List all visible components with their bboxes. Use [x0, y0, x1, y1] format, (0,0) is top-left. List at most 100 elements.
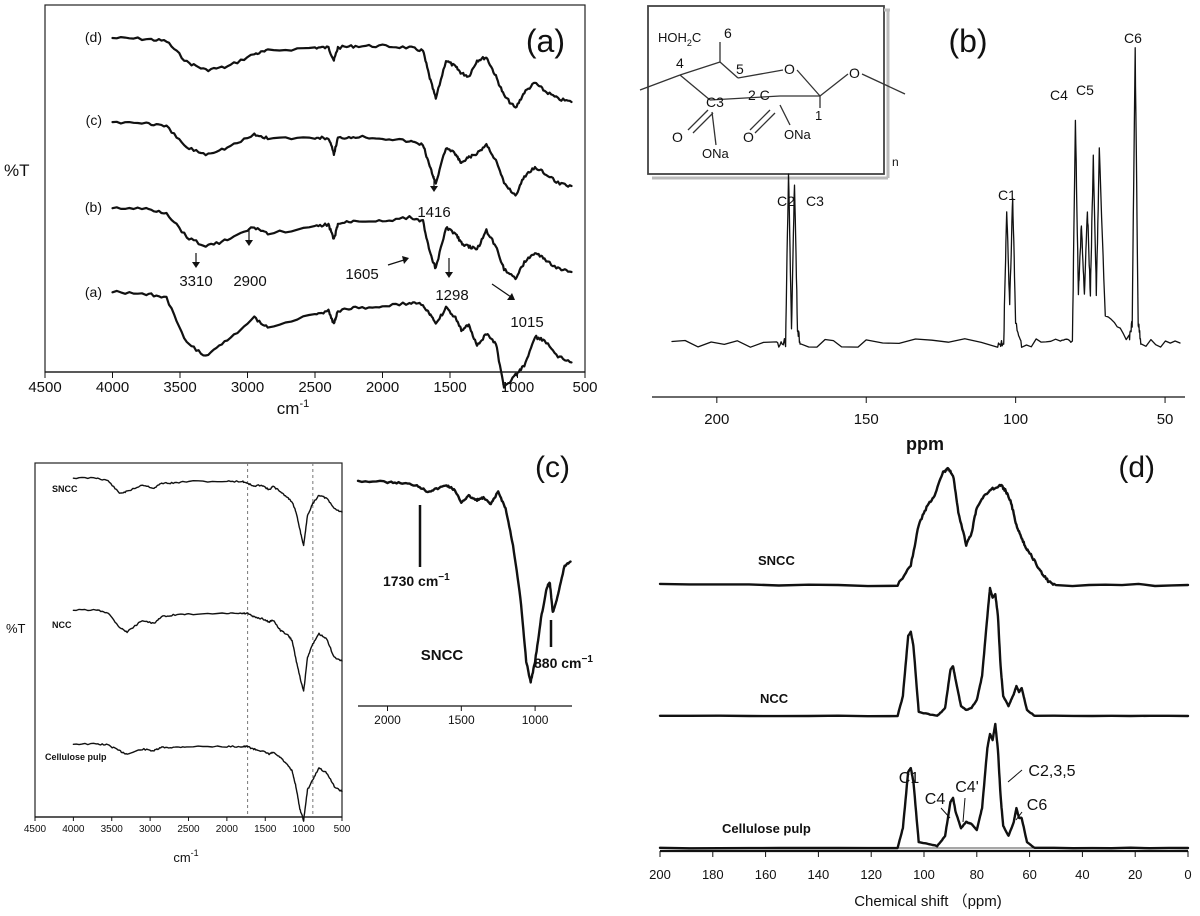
- panel-b-tick-label-150: 150: [854, 411, 879, 428]
- panel-c-tick-label-2000: 2000: [216, 824, 239, 835]
- panel-d-trace-ncc: [658, 586, 1190, 718]
- panel-d-tick-label-20: 20: [1128, 867, 1142, 882]
- panel-c-series-label-sncc: SNCC: [52, 484, 78, 494]
- panel-d-arrow-c4: [940, 807, 951, 819]
- structure-c2: 2 C: [748, 87, 770, 103]
- panel-a-tick-label-1000: 1000: [501, 379, 534, 396]
- panel-d-arrow-c6: [1015, 811, 1023, 821]
- panel-a-series-label-d: (d): [85, 29, 102, 45]
- arrowhead-2900: [245, 240, 253, 246]
- panel-a-tick-label-3000: 3000: [231, 379, 264, 396]
- panel-a-ylabel: %T: [4, 161, 30, 180]
- panel-a-annotations: 3310 2900 1605 1416 1298 1015: [179, 176, 544, 331]
- panel-d-label: (d): [1118, 451, 1155, 484]
- panel-a-traces: [111, 36, 573, 389]
- panel-c-traces: [72, 476, 343, 822]
- panel-c-series-label-cellulose-pulp: Cellulose pulp: [45, 752, 107, 762]
- panel-c-trace-cellulose-pulp: [72, 742, 343, 822]
- panel-b: (b): [639, 5, 1185, 454]
- panel-d-traces: [658, 466, 1190, 850]
- panel-a-trace-b: [111, 206, 573, 281]
- panel-c-inset-x-ticks: 2000 1500 1000: [374, 706, 549, 727]
- panel-b-label: (b): [948, 23, 987, 59]
- annotation-1015: 1015: [510, 314, 543, 331]
- inset-annotation-880: 880 cm−1: [534, 654, 593, 671]
- panel-c-frame: [34, 462, 343, 818]
- panel-d-tick-label-140: 140: [808, 867, 830, 882]
- panel-a-series-label-a: (a): [85, 284, 102, 300]
- panel-d-tick-label-120: 120: [860, 867, 882, 882]
- structure-hoh2c: HOH2C: [658, 30, 701, 48]
- panel-c-tick-label-4500: 4500: [24, 824, 47, 835]
- structure-o-right: O: [743, 129, 754, 145]
- structure-bonds: [639, 42, 906, 146]
- panel-c-tick-label-2500: 2500: [177, 824, 200, 835]
- panel-a-trace-a: [111, 289, 573, 389]
- panel-c: (c) %T 4500 4000 3500 3000 2500 2000 1500 1000 5…: [6, 451, 593, 865]
- inset-sample-label: SNCC: [421, 647, 464, 664]
- structure-num-4: 4: [676, 55, 684, 71]
- panel-c-series-label-ncc: NCC: [52, 620, 72, 630]
- panel-b-xlabel: ppm: [906, 434, 944, 454]
- inset-annotation-1730: 1730 cm−1: [383, 572, 450, 589]
- panel-d-peak-c4: C4: [925, 791, 946, 808]
- structure-ring-oxygen: O: [784, 61, 795, 77]
- panel-c-ylabel: %T: [6, 621, 26, 636]
- arrowhead-1605: [402, 256, 409, 264]
- arrow-1015: [491, 283, 512, 298]
- structure-num-5: 5: [736, 61, 744, 77]
- panel-b-x-ticks: 200 150 100 50: [704, 397, 1173, 428]
- panel-c-trace-ncc: [72, 608, 343, 692]
- arrowhead-3310: [192, 262, 200, 268]
- panel-b-peak-c6: C6: [1124, 30, 1142, 46]
- annotation-1605: 1605: [345, 266, 378, 283]
- panel-c-inset-tick-label-1000: 1000: [522, 713, 549, 727]
- annotation-3310: 3310: [179, 273, 212, 290]
- annotation-1298: 1298: [435, 287, 468, 304]
- panel-d-tick-label-80: 80: [970, 867, 984, 882]
- panel-d-tick-label-100: 100: [913, 867, 935, 882]
- panel-c-tick-label-500: 500: [334, 824, 351, 835]
- panel-a-series-label-b: (b): [85, 199, 102, 215]
- structure-ona-left: ONa: [702, 146, 730, 161]
- panel-d-series-label-ncc: NCC: [760, 691, 789, 706]
- panel-d-xlabel: Chemical shift （ppm): [854, 893, 1002, 910]
- panel-a-tick-label-1500: 1500: [433, 379, 466, 396]
- panel-c-inset-trace: [356, 479, 572, 684]
- panel-d-peak-c6: C6: [1027, 797, 1048, 814]
- panel-b-peak-c2: C2: [777, 193, 795, 209]
- panel-c-inset: 2000 1500 1000 1730 cm−1 SNCC 880 cm−1: [356, 479, 593, 727]
- panel-c-inset-tick-label-1500: 1500: [448, 713, 475, 727]
- panel-a-tick-label-2000: 2000: [366, 379, 399, 396]
- annotation-1416: 1416: [417, 204, 450, 221]
- panel-d-x-ticks: 200 180 160 140 120 100 80 60 40 20 0: [649, 851, 1192, 882]
- structure-frame: [647, 5, 885, 175]
- panel-d-arrow-c4prime: [962, 797, 966, 823]
- structure-repeat-n: n: [892, 155, 899, 169]
- panel-c-tick-label-1500: 1500: [254, 824, 277, 835]
- panel-d-series-label-cellulose-pulp: Cellulose pulp: [722, 821, 811, 836]
- panel-d-series-label-sncc: SNCC: [758, 553, 795, 568]
- structure-inset: HOH2C 6 4 5 O O C3 2 C 1 O O ONa ONa n: [639, 5, 906, 180]
- panel-a-tick-label-2500: 2500: [298, 379, 331, 396]
- panel-d-peak-c1: C1: [899, 770, 920, 787]
- structure-link-oxygen: O: [849, 65, 860, 81]
- arrowhead-1015: [507, 293, 515, 300]
- panel-a-x-ticks: 4500 4000 3500 3000 2500 2000 1500 1000 500: [28, 372, 598, 396]
- panel-d-trace-cellulose-pulp: [658, 722, 1190, 850]
- panel-b-trace-nmr: [671, 47, 1181, 348]
- panel-d-tick-label-40: 40: [1075, 867, 1089, 882]
- panel-d-trace-sncc: [658, 466, 1190, 588]
- panel-c-xlabel: cm-1: [173, 848, 198, 865]
- structure-ona-right: ONa: [784, 127, 812, 142]
- panel-b-tick-label-50: 50: [1157, 411, 1174, 428]
- panel-c-tick-label-3000: 3000: [139, 824, 162, 835]
- panel-c-inset-tick-label-2000: 2000: [374, 713, 401, 727]
- panel-b-tick-label-100: 100: [1003, 411, 1028, 428]
- panel-c-reference-lines: [247, 463, 314, 817]
- panel-d-tick-label-180: 180: [702, 867, 724, 882]
- panel-c-label: (c): [535, 451, 570, 484]
- structure-num-1: 1: [815, 108, 822, 123]
- panel-a-tick-label-4000: 4000: [96, 379, 129, 396]
